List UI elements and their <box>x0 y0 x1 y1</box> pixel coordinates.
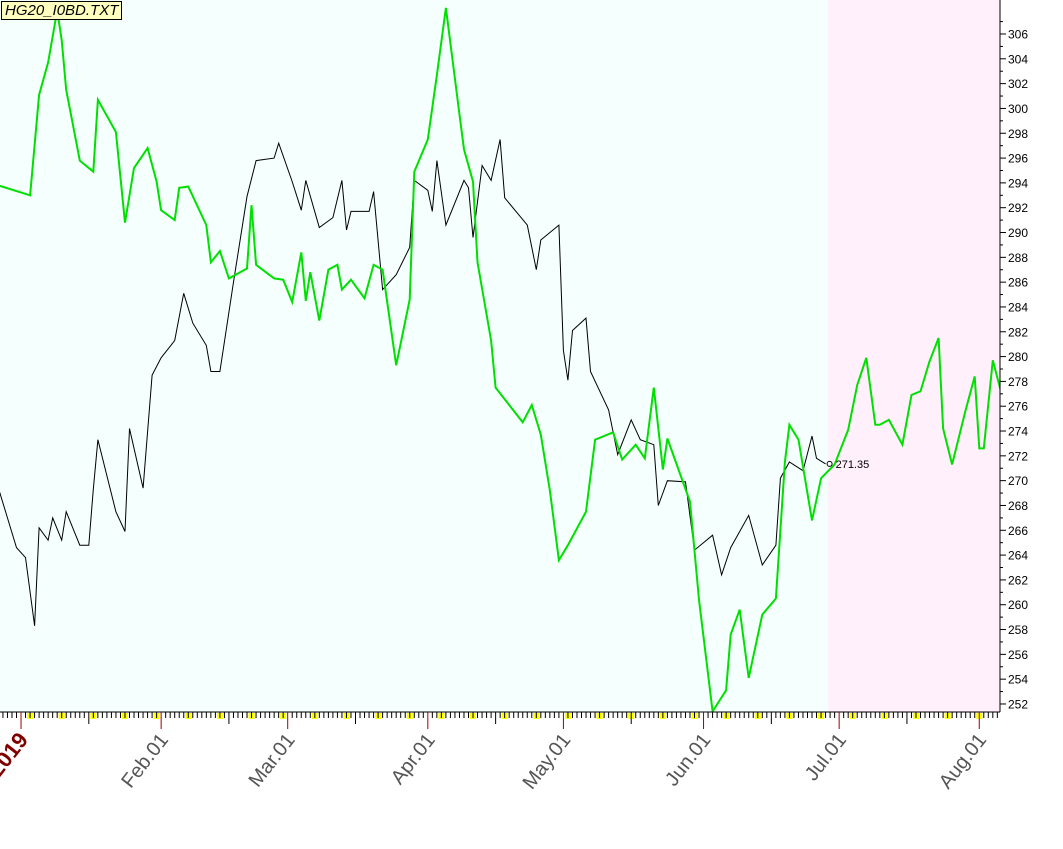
y-tick-label: 294 <box>1008 176 1028 190</box>
y-tick-label: 286 <box>1008 276 1028 290</box>
y-tick-label: 256 <box>1008 648 1028 662</box>
y-tick-label: 274 <box>1008 425 1028 439</box>
last-value-marker <box>826 460 833 467</box>
month-label: May.01 <box>519 730 576 794</box>
y-tick-label: 258 <box>1008 623 1028 637</box>
month-label: Aug.01 <box>935 730 991 793</box>
y-tick-label: 278 <box>1008 375 1028 389</box>
y-tick-label: 292 <box>1008 201 1028 215</box>
y-tick-label: 284 <box>1008 300 1028 314</box>
y-tick-label: 304 <box>1008 52 1028 66</box>
series-forecast-line <box>0 7 1000 712</box>
forecast-background <box>827 0 1000 712</box>
y-tick-label: 280 <box>1008 350 1028 364</box>
y-tick-label: 300 <box>1008 102 1028 116</box>
y-tick-label: 270 <box>1008 474 1028 488</box>
y-tick-label: 290 <box>1008 226 1028 240</box>
y-tick-label: 262 <box>1008 573 1028 587</box>
y-tick-label: 276 <box>1008 400 1028 414</box>
y-tick-label: 260 <box>1008 598 1028 612</box>
series-price-line <box>0 139 826 626</box>
month-label: Feb.01 <box>117 730 173 793</box>
y-tick-label: 254 <box>1008 673 1028 687</box>
month-label: Jul.01 <box>801 730 851 786</box>
y-tick-label: 252 <box>1008 697 1028 711</box>
y-tick-label: 268 <box>1008 499 1028 513</box>
chart-title: HG20_I0BD.TXT <box>1 1 123 20</box>
last-value-label: 271.35 <box>836 459 870 471</box>
y-tick-label: 298 <box>1008 127 1028 141</box>
month-label: Mar.01 <box>245 730 300 792</box>
y-tick-label: 264 <box>1008 549 1028 563</box>
month-label: Jun.01 <box>661 730 715 791</box>
year-label: 2019 <box>0 728 33 782</box>
y-tick-label: 306 <box>1008 28 1028 42</box>
y-tick-label: 302 <box>1008 77 1028 91</box>
history-background <box>0 0 828 712</box>
y-tick-label: 282 <box>1008 325 1028 339</box>
month-label: Apr.01 <box>387 730 440 789</box>
y-tick-label: 272 <box>1008 449 1028 463</box>
y-tick-label: 266 <box>1008 524 1028 538</box>
y-tick-label: 296 <box>1008 152 1028 166</box>
y-tick-label: 288 <box>1008 251 1028 265</box>
